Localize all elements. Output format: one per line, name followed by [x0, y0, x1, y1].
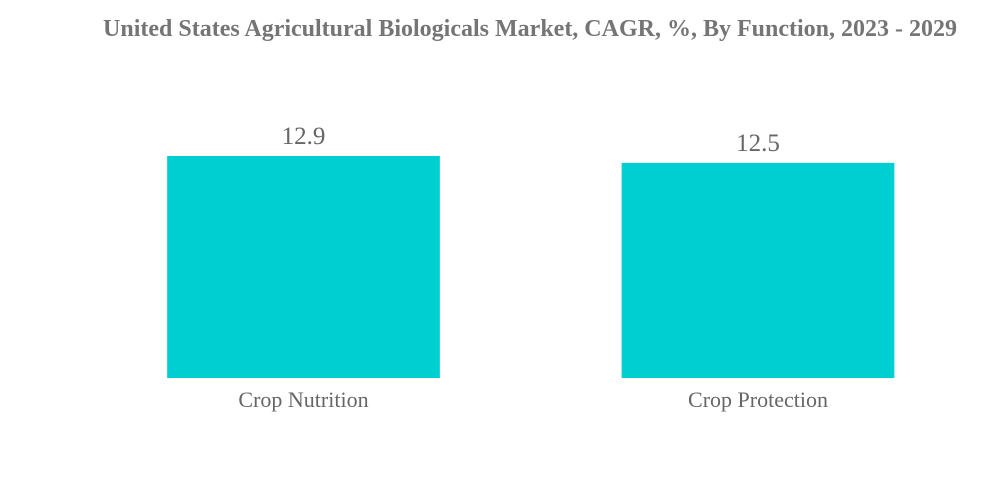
bar	[167, 156, 440, 378]
x-tick-label: Crop Protection	[688, 387, 828, 412]
chart-title: United States Agricultural Biologicals M…	[103, 16, 957, 42]
data-label: 12.5	[736, 130, 780, 157]
bar	[621, 162, 895, 378]
x-tick-label: Crop Nutrition	[238, 387, 368, 412]
data-label: 12.9	[282, 123, 326, 150]
